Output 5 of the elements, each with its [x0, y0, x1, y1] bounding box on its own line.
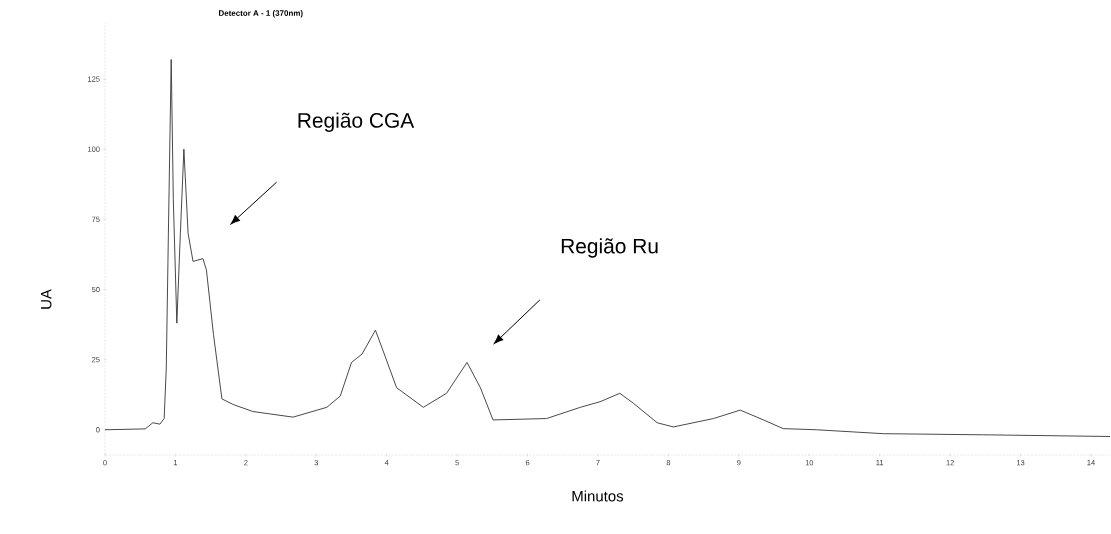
- annotation: Região Ru: [561, 238, 658, 258]
- annotation: Região CGA: [298, 112, 415, 132]
- y-axis-title: UA: [41, 289, 52, 309]
- line-series: [104, 59, 1111, 437]
- x-axis-title: Minutos: [572, 490, 624, 502]
